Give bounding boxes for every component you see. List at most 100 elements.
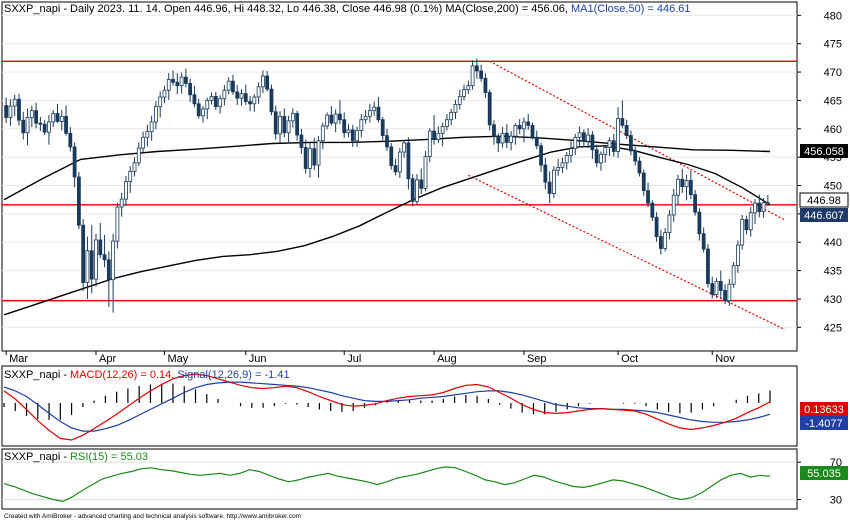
- candle-body: [252, 96, 257, 105]
- candle-body: [158, 96, 163, 108]
- candle-body: [569, 148, 573, 156]
- candle: [372, 101, 377, 116]
- price-title: SXXP_napi - Daily 2023. 11. 14. Open 446…: [4, 3, 691, 15]
- candle: [34, 102, 38, 129]
- candle: [607, 137, 612, 157]
- signal-value-label: -1.4077: [800, 416, 848, 430]
- candle-body: [697, 211, 702, 235]
- candle-body: [564, 155, 569, 164]
- candle-body: [761, 202, 766, 213]
- candle: [154, 100, 158, 130]
- candle-body: [355, 130, 359, 142]
- candle: [389, 142, 394, 170]
- signal-label-box: [800, 416, 848, 430]
- candle: [646, 182, 650, 208]
- price-y-tick-label: 480: [824, 10, 842, 22]
- candle: [196, 98, 201, 119]
- candle-body: [740, 219, 745, 246]
- candle-body: [38, 122, 43, 125]
- price-x-tick-label: Mar: [9, 353, 28, 365]
- candle: [723, 284, 727, 305]
- candle: [316, 136, 321, 178]
- candle-body: [265, 75, 270, 90]
- candle: [547, 171, 552, 204]
- candle-body: [453, 103, 458, 113]
- price-y-tick-label: 475: [824, 39, 842, 51]
- candle: [599, 151, 603, 171]
- candle-body: [474, 65, 479, 72]
- candle: [342, 112, 347, 138]
- price-y-tick-label: 470: [824, 67, 842, 79]
- price-y-tick-label: 440: [824, 237, 842, 249]
- candle-body: [25, 117, 30, 134]
- candle: [526, 114, 531, 130]
- candle: [701, 227, 706, 253]
- candle: [676, 174, 680, 205]
- candle-body: [667, 214, 672, 233]
- candle-body: [462, 89, 466, 97]
- candle: [492, 120, 496, 145]
- candle-body: [496, 135, 501, 144]
- candle: [346, 124, 351, 138]
- candle-body: [470, 65, 475, 87]
- candle-body: [509, 135, 513, 143]
- rsi-series: [3, 466, 771, 503]
- candle-body: [248, 101, 252, 105]
- candle: [765, 195, 770, 207]
- candle-body: [106, 259, 111, 281]
- candle-body: [385, 135, 389, 148]
- candle-body: [269, 88, 274, 113]
- candle-body: [290, 113, 295, 122]
- candle: [12, 94, 17, 116]
- candle: [658, 229, 663, 255]
- candle: [445, 114, 449, 131]
- candle-body: [710, 283, 715, 295]
- candle: [149, 115, 154, 141]
- candle: [303, 139, 308, 174]
- candle-body: [440, 126, 445, 134]
- candle-body: [89, 250, 94, 280]
- candle: [688, 170, 693, 200]
- candle: [132, 157, 137, 177]
- candle: [509, 131, 513, 151]
- candle-body: [629, 135, 633, 152]
- candle: [744, 215, 749, 235]
- close-value-label: 446.98: [799, 192, 849, 208]
- candle-body: [410, 178, 415, 202]
- candle-body: [436, 132, 441, 140]
- candle-body: [282, 115, 287, 134]
- candle: [218, 95, 223, 114]
- price-y-tick-label: 450: [824, 181, 842, 193]
- horizontal-levels: [2, 60, 797, 302]
- candle: [633, 146, 638, 166]
- candle-body: [500, 132, 505, 144]
- candle: [231, 74, 235, 95]
- candle: [162, 85, 167, 104]
- macd-title-macd: MACD(12,26) = 0.14,: [70, 369, 174, 381]
- candle: [727, 279, 732, 306]
- candle-body: [59, 115, 64, 122]
- candle: [201, 106, 205, 123]
- candlestick-series: [4, 58, 770, 313]
- candle: [222, 85, 227, 106]
- candle: [158, 91, 163, 118]
- candle: [278, 111, 282, 143]
- price-x-tick-label: Jun: [249, 353, 267, 365]
- macd-label-box: [800, 402, 848, 416]
- candle: [543, 157, 548, 190]
- candle: [539, 142, 543, 172]
- candle-body: [684, 180, 689, 188]
- candle: [449, 108, 454, 126]
- candle-body: [209, 96, 214, 101]
- ma200-label-text: 456.058: [804, 146, 844, 158]
- ma200-text: MA(Close,200) = 456.06,: [445, 3, 568, 15]
- candle-body: [765, 202, 770, 205]
- candle: [466, 80, 471, 95]
- candle-body: [308, 148, 312, 169]
- candle: [470, 60, 475, 90]
- candle: [141, 131, 145, 153]
- macd-histogram: [3, 383, 771, 420]
- candle-body: [393, 165, 398, 173]
- candle-body: [42, 123, 47, 133]
- candle: [359, 114, 364, 138]
